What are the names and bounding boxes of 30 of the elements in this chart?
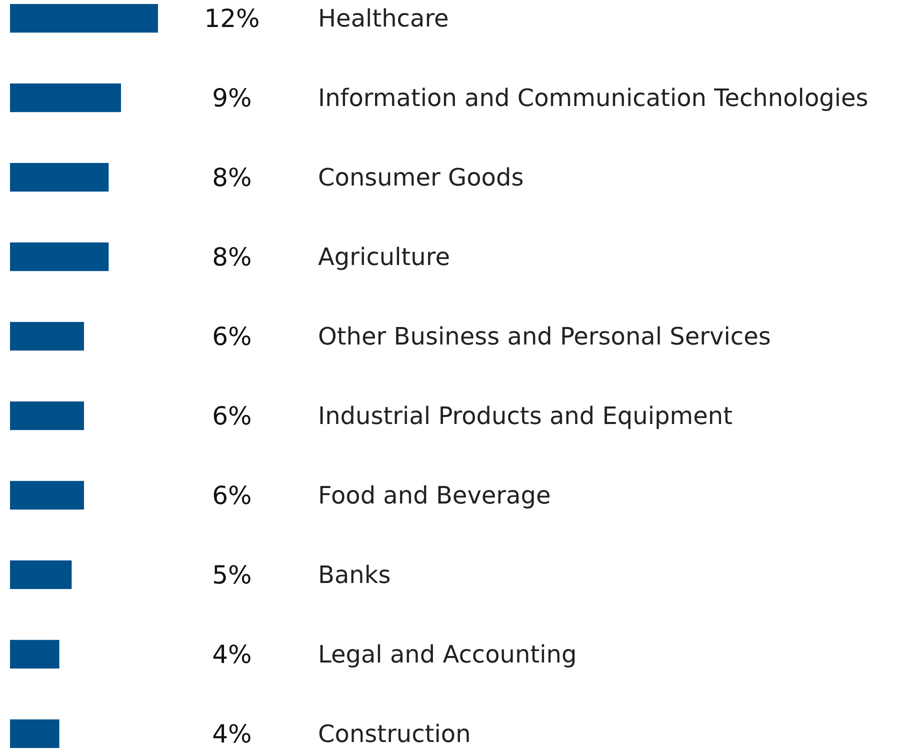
y-tick-label: Banks xyxy=(318,561,391,590)
bar xyxy=(10,640,60,669)
bar xyxy=(10,322,84,351)
y-tick-label: Information and Communication Technologies xyxy=(318,84,868,112)
y-tick-label: Food and Beverage xyxy=(318,482,551,510)
data-label: 5% xyxy=(212,560,252,590)
bar xyxy=(10,480,84,510)
data-label: 12% xyxy=(204,4,260,34)
bar xyxy=(10,162,109,192)
data-label: 8% xyxy=(212,163,252,192)
y-tick-label: Healthcare xyxy=(318,4,449,33)
bar xyxy=(10,560,72,590)
y-tick-label: Legal and Accounting xyxy=(318,640,577,669)
data-label: 9% xyxy=(212,84,252,113)
y-tick-label: Construction xyxy=(318,720,471,748)
y-tick-label: Agriculture xyxy=(318,243,450,272)
y-tick-label: Other Business and Personal Services xyxy=(318,322,771,351)
bar xyxy=(10,401,84,430)
data-label: 4% xyxy=(212,640,252,669)
bar xyxy=(10,242,109,272)
data-label: 6% xyxy=(212,480,252,510)
y-tick-label: Consumer Goods xyxy=(318,164,524,192)
data-label: 4% xyxy=(212,719,252,748)
data-label: 8% xyxy=(212,242,252,272)
y-tick-label: Industrial Products and Equipment xyxy=(318,402,733,430)
data-label: 6% xyxy=(212,401,252,430)
bar xyxy=(10,4,158,33)
data-label: 6% xyxy=(212,322,252,352)
bar xyxy=(10,83,121,112)
bar xyxy=(10,719,60,748)
